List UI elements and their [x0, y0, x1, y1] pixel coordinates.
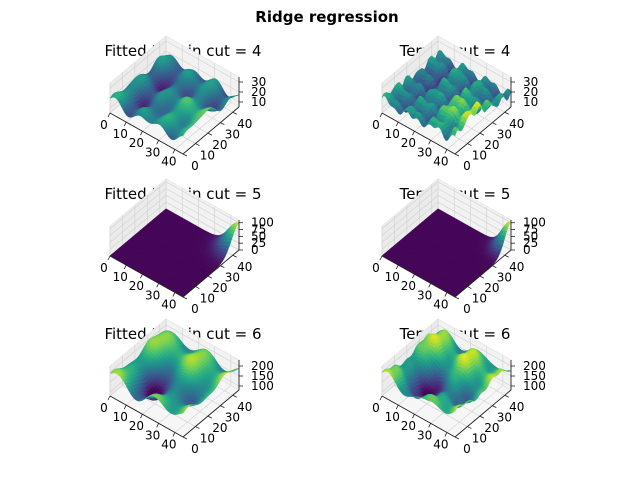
gridline	[109, 50, 167, 99]
x-tick-label: 20	[401, 136, 416, 150]
y-tick-label: 40	[237, 117, 252, 131]
x-tick-label: 20	[129, 279, 144, 293]
surface	[381, 49, 512, 142]
y-tick-label: 40	[237, 260, 252, 274]
x-tick-label: 10	[385, 127, 400, 141]
x-tick	[156, 283, 160, 288]
y-tick	[454, 153, 460, 157]
z-tick-label: 100	[251, 216, 274, 230]
x-tick	[123, 121, 127, 127]
gridline	[174, 102, 232, 150]
y-tick	[232, 111, 237, 115]
y-tick	[232, 254, 237, 258]
x-tick	[412, 131, 415, 136]
x-tick-label: 40	[161, 154, 176, 168]
z-tick-label: 30	[251, 75, 266, 89]
y-tick-label: 0	[191, 302, 199, 316]
x-tick	[379, 112, 383, 118]
x-tick-label: 40	[433, 154, 448, 168]
x-tick	[395, 121, 399, 127]
x-tick	[428, 140, 432, 145]
x-tick-label: 30	[145, 288, 160, 302]
y-tick	[195, 286, 200, 289]
x-tick-label: 10	[113, 127, 128, 141]
gridline	[109, 40, 167, 89]
gridline	[165, 50, 240, 93]
x-tick-label: 0	[372, 118, 380, 132]
y-tick	[504, 111, 509, 115]
y-tick-label: 40	[509, 117, 524, 131]
x-tick-label: 20	[129, 136, 144, 150]
y-tick	[220, 122, 225, 126]
y-tick	[479, 132, 485, 136]
surface	[109, 54, 240, 141]
x-tick-label: 0	[100, 118, 108, 132]
y-tick-label: 0	[191, 159, 199, 173]
x-tick-label: 10	[113, 270, 128, 284]
subplot-1: Fitted terrain cut = 4010203040010203040…	[100, 35, 266, 173]
y-tick	[492, 122, 497, 126]
gridline	[165, 40, 240, 83]
subplot-3: Fitted terrain cut = 5010203040010203040…	[100, 178, 274, 316]
x-tick	[156, 140, 160, 145]
x-tick	[172, 149, 176, 154]
x-tick-label: 0	[100, 261, 108, 275]
x-tick	[172, 292, 176, 297]
x-tick	[140, 131, 143, 136]
y-tick	[467, 143, 472, 146]
x-tick-label: 30	[145, 145, 160, 159]
x-tick	[444, 149, 448, 154]
z-tick-label: 30	[523, 75, 538, 89]
x-tick-label: 30	[417, 145, 432, 159]
x-tick	[140, 274, 143, 279]
y-tick	[220, 265, 225, 269]
x-tick	[123, 264, 127, 270]
figure-title: Ridge regression	[255, 8, 398, 26]
y-tick	[195, 143, 200, 146]
subplot-4: Terrain cut = 50102030400102030400255075…	[372, 178, 546, 316]
x-tick-label: 40	[161, 297, 176, 311]
y-tick-label: 0	[463, 159, 471, 173]
x-tick	[107, 112, 111, 118]
y-tick	[207, 132, 213, 136]
y-tick	[207, 275, 213, 279]
x-tick	[107, 255, 111, 261]
y-tick	[182, 296, 188, 300]
y-tick	[182, 153, 188, 157]
